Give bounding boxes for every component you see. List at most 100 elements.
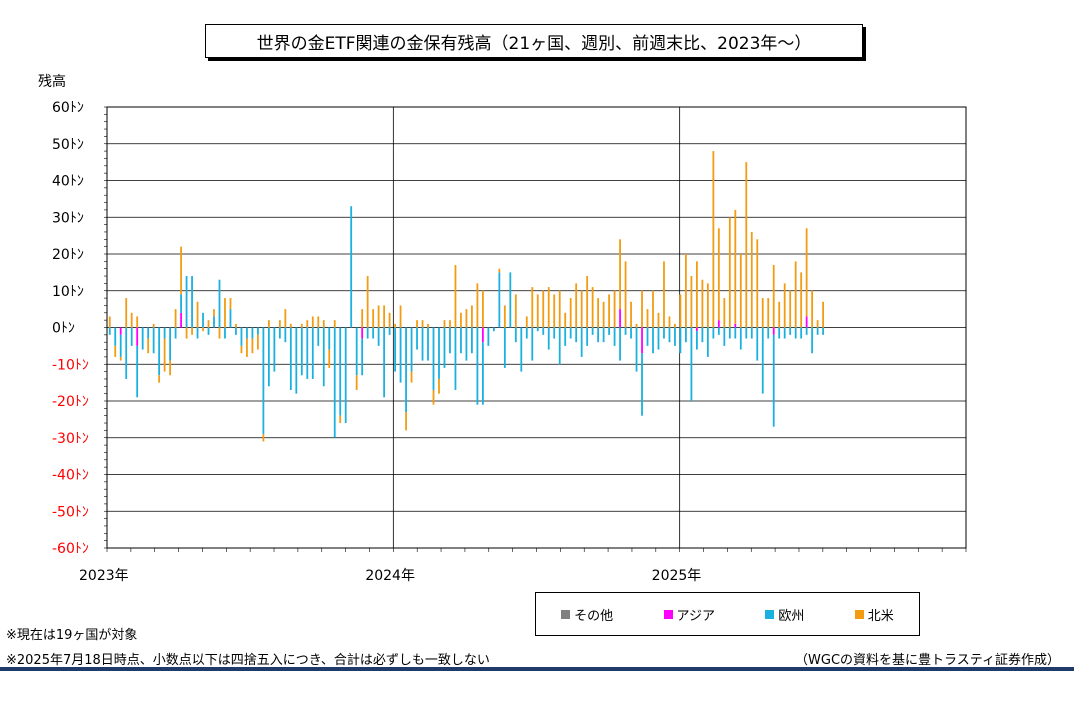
bar-europe-week-75 [520,327,523,372]
bar-na-week-5 [136,316,139,328]
bar-europe-week-17 [202,312,204,328]
y-tick-label: 50ﾄﾝ [52,137,84,153]
bar-asia-week-68 [481,327,484,343]
bar-europe-week-9 [158,327,161,376]
bar-na-week-112 [723,298,726,328]
bar-europe-week-36 [306,327,309,379]
legend-item-na: 北米 [854,605,894,624]
bar-na-week-4 [130,312,133,328]
bar-europe-week-120 [767,327,770,339]
bar-europe-week-31 [278,327,281,339]
bar-europe-week-44 [350,206,353,328]
legend-swatch-asia [663,609,673,619]
bar-na-week-93 [619,239,621,310]
bar-europe-week-11 [169,327,172,361]
bar-na-week-61 [443,320,446,328]
bar-na-week-118 [756,239,759,328]
bar-europe-week-101 [663,327,665,339]
bar-europe-week-87 [586,327,589,346]
y-tick-label: 20ﾄﾝ [52,247,84,263]
bar-europe-week-47 [366,327,369,339]
bar-europe-week-95 [630,327,632,339]
bar-europe-week-129 [816,327,819,335]
bar-europe-week-53 [399,327,402,383]
bar-europe-week-51 [388,327,391,335]
bar-europe-week-96 [635,327,638,372]
bar-na-week-83 [564,312,567,328]
bar-na-week-103 [674,323,676,328]
bar-na-week-18 [207,320,210,328]
bar-na-week-56 [416,320,418,328]
bar-europe-week-68 [481,342,484,405]
bar-europe-week-113 [728,327,731,339]
bar-na-week-129 [816,320,819,328]
bar-na-week-67 [476,283,479,328]
axis-layer: 60ﾄﾝ 50ﾄﾝ 40ﾄﾝ 30ﾄﾝ 20ﾄﾝ 10ﾄﾝ 0ﾄﾝ -10ﾄﾝ -20ﾄﾝ -30… [38,73,967,584]
bar-europe-week-102 [668,327,671,343]
legend-swatch-europe [765,609,775,619]
legend-label-europe: 欧州 [778,608,805,624]
bar-na-week-108 [701,279,704,328]
bar-na-week-91 [608,294,610,328]
bar-asia-week-5 [136,327,139,346]
bar-europe-week-79 [542,327,545,335]
bar-europe-week-7 [147,327,150,339]
bar-na-week-7 [147,338,150,354]
bar-europe-week-6 [141,327,144,350]
bar-na-week-46 [361,309,364,328]
bar-europe-week-83 [564,327,567,346]
bar-europe-week-111 [717,327,720,335]
bar-europe-week-114 [734,327,737,339]
bar-europe-week-37 [311,327,314,379]
legend-item-other: その他 [561,605,613,624]
bar-na-week-104 [679,294,682,328]
bar-na-week-40 [328,349,331,368]
bar-europe-week-130 [822,327,825,335]
y-axis-title: 残高 [38,73,66,90]
bar-europe-week-14 [185,276,188,328]
bar-europe-week-125 [794,327,797,339]
bar-na-week-71 [498,268,501,273]
bar-na-week-88 [591,287,594,328]
bar-na-week-100 [657,312,660,328]
bar-na-week-8 [152,323,155,328]
bar-na-week-79 [542,290,545,328]
bar-europe-week-65 [465,327,468,361]
bar-europe-week-106 [690,327,693,401]
y-tick-label: -50ﾄﾝ [52,504,89,520]
bar-asia-week-93 [619,309,621,328]
footer-line [0,667,1074,671]
bar-europe-week-33 [289,327,292,390]
legend-item-europe: 欧州 [765,605,804,624]
bar-na-week-117 [750,231,753,328]
bar-na-week-63 [454,265,457,328]
bar-na-week-42 [339,415,342,424]
bar-europe-week-18 [207,327,210,335]
bar-asia-week-13 [180,312,182,328]
bar-na-week-19 [213,309,215,317]
bar-na-week-98 [646,309,649,328]
bar-europe-week-23 [235,327,237,335]
bar-na-week-11 [169,360,172,376]
bar-europe-week-62 [449,327,451,354]
bar-na-week-50 [383,305,386,328]
bar-na-week-105 [685,254,687,328]
bar-na-week-39 [322,320,325,328]
legend-item-asia: アジア [663,605,715,624]
bar-europe-week-15 [191,276,193,328]
bar-europe-week-60 [438,327,440,379]
bar-na-week-48 [372,309,375,328]
bar-na-week-3 [125,298,128,328]
bar-na-week-121 [772,265,775,328]
bar-europe-week-3 [125,327,128,379]
bar-asia-week-97 [641,327,643,354]
bar-na-week-124 [789,290,792,328]
bar-na-week-20 [218,327,221,339]
bars-layer [108,151,825,442]
bar-europe-week-91 [608,327,610,335]
y-tick-label: -30ﾄﾝ [52,431,89,447]
bar-na-week-113 [728,217,731,328]
legend-swatch-na [854,609,864,619]
bar-europe-week-112 [723,327,726,346]
bar-europe-week-4 [130,327,133,346]
